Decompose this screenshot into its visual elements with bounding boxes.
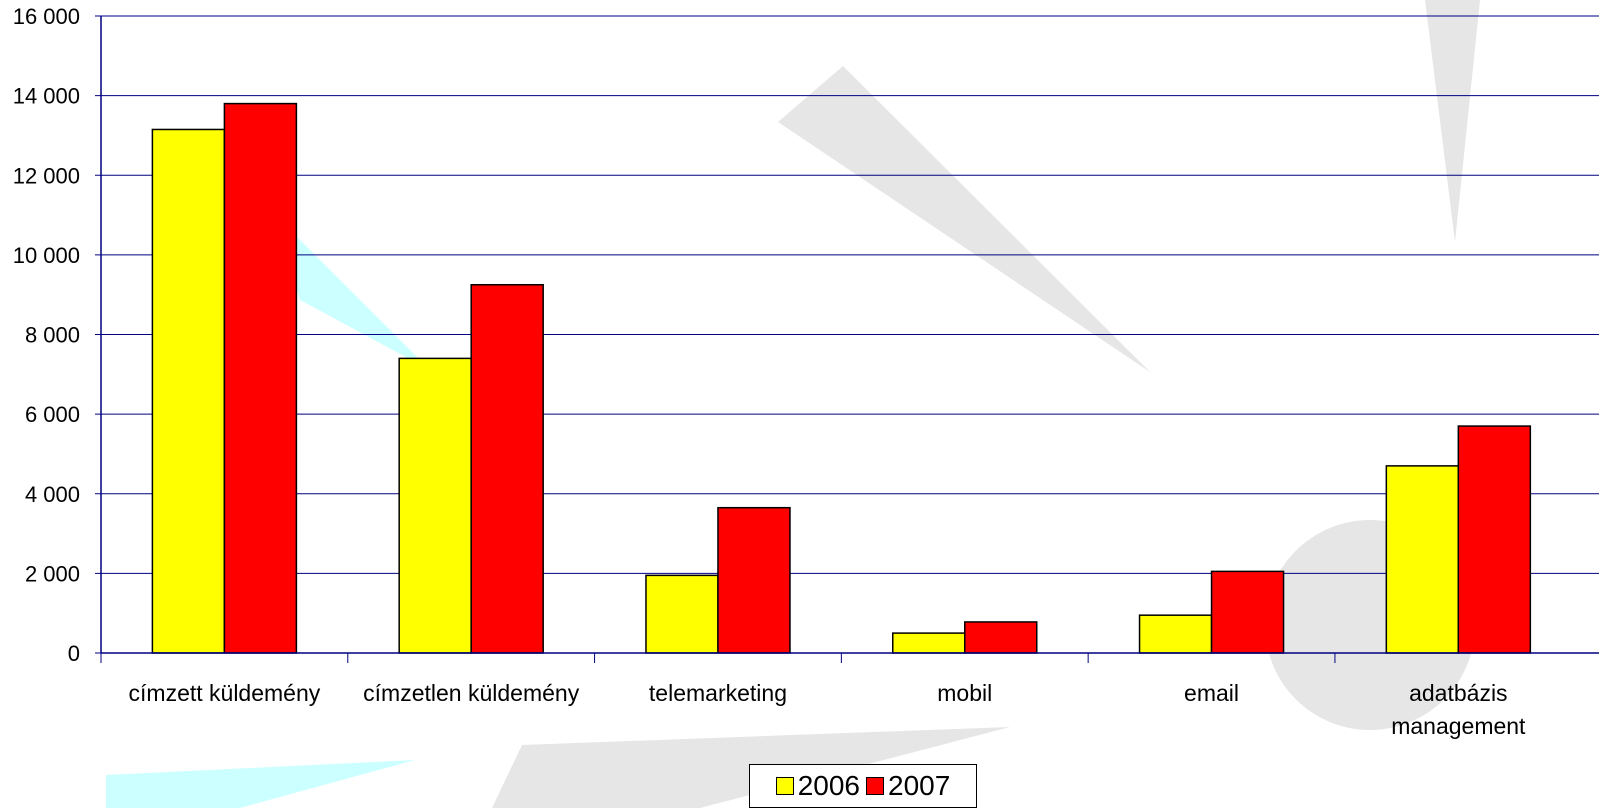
legend-label-2007: 2007 xyxy=(888,770,951,801)
y-tick-label: 16 000 xyxy=(13,4,80,29)
bar-2007-3 xyxy=(964,621,1038,654)
bar-2007-4 xyxy=(1210,570,1285,654)
y-tick-label: 10 000 xyxy=(13,243,80,268)
category-label: telemarketing xyxy=(649,680,787,706)
legend-swatch-2007 xyxy=(866,777,884,795)
y-tick-labels: 0 2 000 4 000 6 000 8 000 10 000 12 000 14 000 1… xyxy=(13,4,80,666)
legend-item-2006: 2006 xyxy=(775,770,860,801)
y-tick-label: 2 000 xyxy=(25,561,80,586)
legend-swatch-2006 xyxy=(775,777,794,795)
y-tick-label: 8 000 xyxy=(25,323,80,348)
bg-shape-grey-spike xyxy=(1425,0,1480,242)
y-tick-label: 6 000 xyxy=(25,402,80,427)
bar-2006-2 xyxy=(645,574,719,654)
y-tick-label: 12 000 xyxy=(13,163,80,188)
legend-item-2007: 2007 xyxy=(866,772,950,800)
y-tick-label: 0 xyxy=(68,641,80,666)
y-tick-label: 14 000 xyxy=(13,84,80,109)
category-label: címzetlen küldemény xyxy=(363,680,580,706)
category-label: címzett küldemény xyxy=(129,680,321,706)
bar-2007-2 xyxy=(717,506,791,654)
bar-2006-4 xyxy=(1138,614,1213,654)
category-labels: címzett küldemény címzetlen küldemény tele… xyxy=(129,680,1527,739)
legend-label-2006: 2006 xyxy=(797,770,860,801)
bar-2006-3 xyxy=(892,632,966,654)
bar-2006-5 xyxy=(1385,465,1460,654)
axes xyxy=(95,15,1599,663)
category-label: management xyxy=(1391,713,1526,739)
category-label: email xyxy=(1184,680,1239,706)
bar-2006-0 xyxy=(151,128,226,654)
bar-2007-5 xyxy=(1457,425,1532,654)
bar-2007-1 xyxy=(470,283,544,654)
bg-shape-grey-diagonal xyxy=(778,66,1150,372)
bar-2007-0 xyxy=(223,102,298,654)
y-tick-label: 4 000 xyxy=(25,482,80,507)
category-label: mobil xyxy=(937,680,992,706)
bg-shape-cyan-left xyxy=(275,215,430,370)
legend: 2006 2007 xyxy=(749,764,977,808)
gridlines xyxy=(101,15,1599,574)
category-label: adatbázis xyxy=(1409,680,1507,706)
bar-2006-1 xyxy=(398,357,472,654)
bars xyxy=(151,102,1532,654)
bg-shape-cyan-bottom xyxy=(106,760,415,808)
